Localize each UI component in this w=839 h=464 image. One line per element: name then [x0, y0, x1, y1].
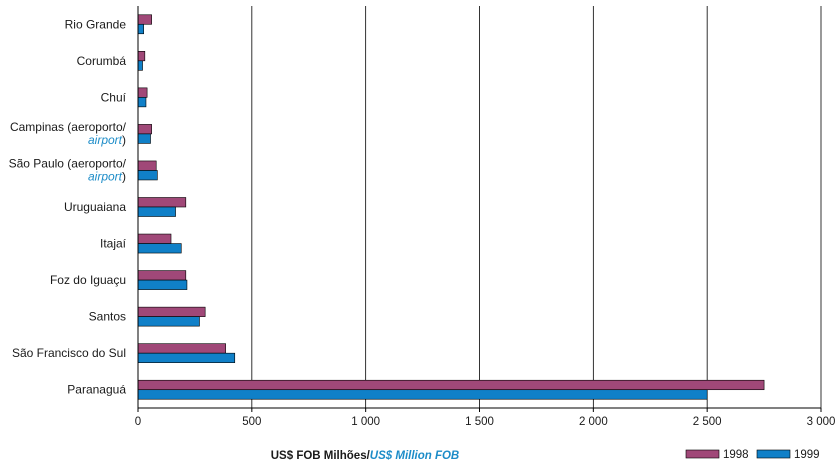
bar-1998: [137, 51, 146, 62]
bar-1999: [137, 352, 236, 363]
x-tick-label: 1 000: [351, 416, 380, 428]
x-tick-label: 2 000: [579, 416, 608, 428]
gridlines: [251, 6, 822, 408]
category-label: Santos: [89, 310, 126, 324]
category-label-main: São Paulo (aeroporto/: [9, 156, 127, 170]
x-tick-label: 500: [242, 416, 261, 428]
bar-1999: [137, 316, 200, 327]
category-label: Paranaguá: [67, 383, 126, 397]
x-axis-title: US$ FOB Milhões/US$ Million FOB: [271, 450, 460, 462]
category-label: Chuí: [101, 90, 127, 104]
x-axis-title-en: US$ Million FOB: [370, 450, 459, 462]
legend-swatch-1998: [685, 449, 720, 459]
bar-1999: [137, 243, 182, 254]
category-label: Corumbá: [77, 54, 127, 68]
bar-1999: [137, 389, 708, 400]
category-label: São Paulo (aeroporto/airport): [9, 156, 127, 183]
legend-label-1998: 1998: [723, 449, 749, 461]
bar-1998: [137, 87, 148, 98]
category-label: Foz do Iguaçu: [50, 273, 126, 287]
category-label-alt: airport: [88, 169, 123, 183]
bar-1998: [137, 270, 187, 281]
legend-swatch-1999: [756, 449, 791, 459]
category-labels: Rio Grande Corumbá Chuí Campinas (aeroporto…: [9, 17, 127, 396]
bar-1998: [137, 197, 187, 208]
x-tick-label: 3 000: [807, 416, 836, 428]
bar-1998: [137, 233, 172, 244]
x-axis-title-pt: US$ FOB Milhões/: [271, 450, 371, 462]
x-tick-label: 1 500: [465, 416, 494, 428]
bar-1998: [137, 343, 226, 354]
bar-1998: [137, 160, 157, 171]
category-label-main: Campinas (aeroporto/: [10, 120, 127, 134]
category-label: Rio Grande: [65, 17, 127, 31]
bar-1999: [137, 60, 143, 71]
x-tick-label: 2 500: [693, 416, 722, 428]
category-label: Itajaí: [100, 237, 127, 251]
category-label-close: ): [122, 169, 126, 183]
bar-1998: [137, 306, 206, 317]
legend-label-1999: 1999: [794, 449, 820, 461]
category-label: Uruguaiana: [64, 200, 126, 214]
legend: 1998 1999: [685, 449, 820, 461]
bar-1999: [137, 133, 151, 144]
category-label: São Francisco do Sul: [12, 346, 126, 360]
bar-1999: [137, 170, 158, 181]
bars: [137, 14, 765, 400]
bar-1999: [137, 97, 147, 108]
category-label-close: ): [122, 133, 126, 147]
bar-1998: [137, 124, 152, 135]
x-tick-label: 0: [135, 416, 141, 428]
bar-1998: [137, 14, 152, 25]
category-label-alt: airport: [88, 133, 123, 147]
bar-1999: [137, 206, 176, 217]
x-axis-ticks: 0 500 1 000 1 500 2 000 2 500 3 000: [135, 408, 836, 428]
bar-1999: [137, 23, 144, 35]
bar-1998: [137, 379, 765, 391]
category-label: Campinas (aeroporto/airport): [10, 120, 127, 147]
bar-1999: [137, 279, 188, 290]
